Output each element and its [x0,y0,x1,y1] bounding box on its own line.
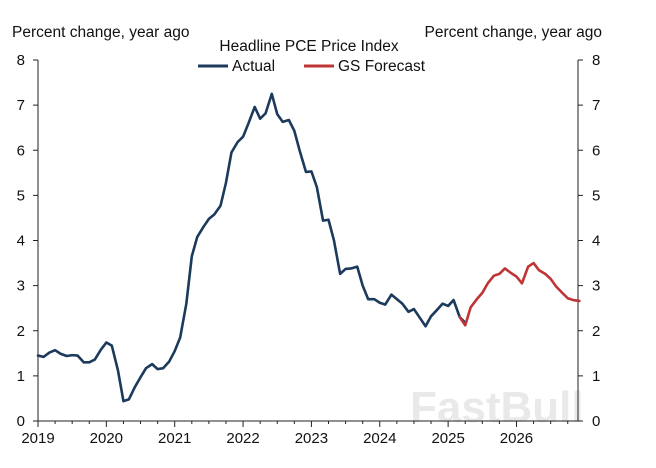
y-tick-right-label: 1 [592,368,600,385]
y-tick-right-label: 5 [592,187,600,204]
legend: Actual GS Forecast [198,58,426,75]
y-tick-left-label: 1 [17,368,25,385]
x-tick-label: 2019 [21,430,54,447]
series-line-actual [36,92,467,403]
right-axis-title: Percent change, year ago [424,24,602,41]
x-tick-label: 2025 [431,430,464,447]
y-tick-left-label: 4 [17,233,25,250]
y-tick-right-label: 7 [592,97,600,114]
y-tick-left-label: 3 [17,278,25,295]
y-tick-left-label: 0 [17,413,25,430]
y-tick-left-label: 8 [17,52,25,69]
y-tick-left-label: 6 [17,142,25,159]
y-tick-right-label: 6 [592,142,600,159]
watermark: FastBull [410,383,584,432]
y-tick-right-label: 3 [592,278,600,295]
legend-label-actual: Actual [232,58,275,75]
y-tick-right-label: 2 [592,323,600,340]
y-tick-right-label: 8 [592,52,600,69]
x-tick-label: 2020 [90,430,123,447]
chart-title: Headline PCE Price Index [219,38,398,55]
y-tick-right-label: 4 [592,233,600,250]
legend-label-forecast: GS Forecast [338,58,426,75]
x-tick-label: 2024 [363,430,396,447]
y-tick-left-label: 5 [17,187,25,204]
left-axis-title: Percent change, year ago [12,24,190,41]
y-tick-right-label: 0 [592,413,600,430]
y-tick-left-label: 2 [17,323,25,340]
x-tick-label: 2026 [500,430,533,447]
x-tick-label: 2023 [295,430,328,447]
series-line-gs-forecast [458,261,581,327]
y-tick-left-label: 7 [17,97,25,114]
x-tick-label: 2022 [226,430,259,447]
x-tick-label: 2021 [158,430,191,447]
